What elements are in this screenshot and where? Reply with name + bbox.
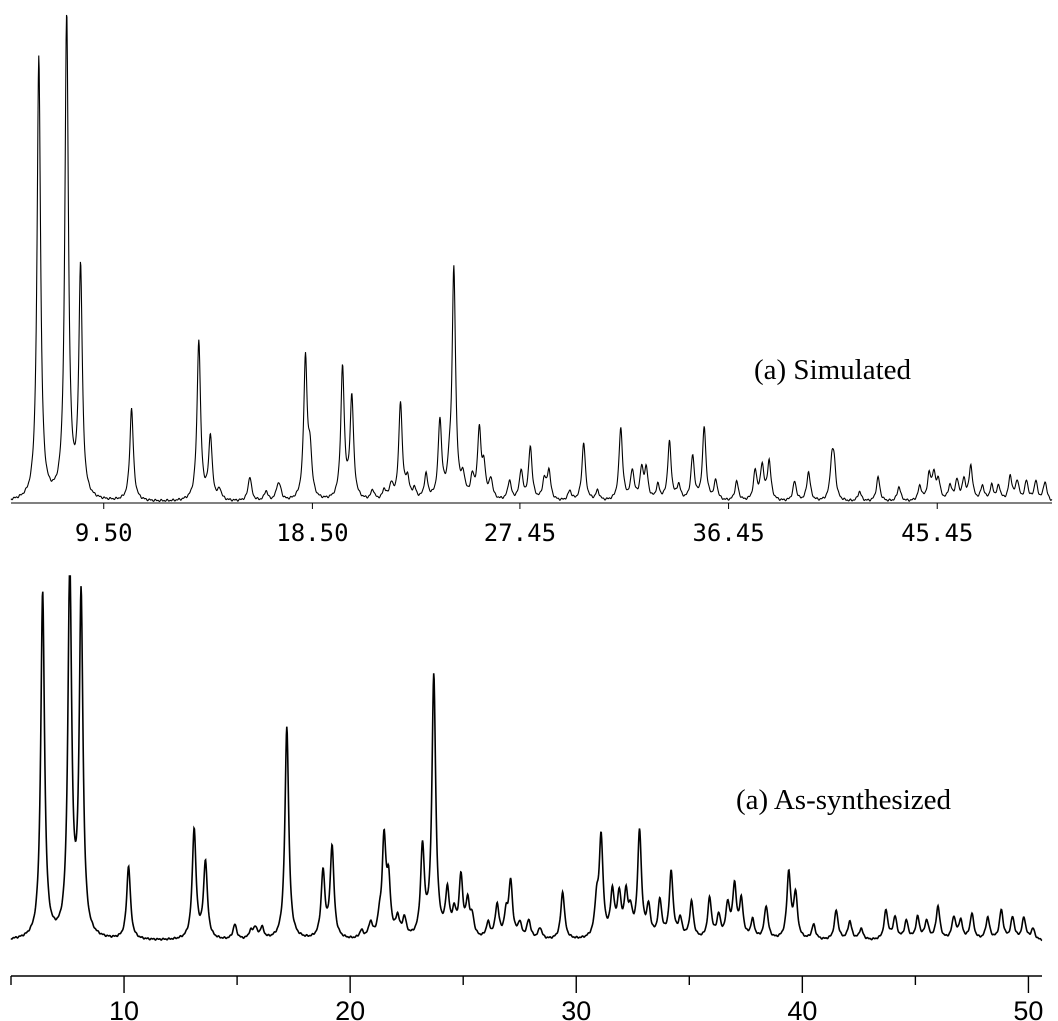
x-tick-label-top-4: 45.45 xyxy=(901,519,973,547)
simulated-x-ticks: 9.50 18.50 27.45 36.45 45.45 xyxy=(75,503,973,547)
as-synthesized-pattern-panel: 10 20 30 40 50 (a) As-synthesized xyxy=(10,575,1043,1021)
as-synthesized-pattern-trace xyxy=(10,575,1043,942)
x-tick-label-top-3: 36.45 xyxy=(692,519,764,547)
simulated-pattern-trace xyxy=(10,14,1053,503)
x-tick-label-bottom-0: 10 xyxy=(109,996,139,1021)
simulated-pattern-panel: 9.50 18.50 27.45 36.45 45.45 (a) Simulated xyxy=(10,14,1053,547)
x-tick-label-bottom-2: 30 xyxy=(561,996,591,1021)
simulated-annotation: (a) Simulated xyxy=(754,354,912,386)
x-tick-label-bottom-3: 40 xyxy=(787,996,817,1021)
x-tick-label-top-2: 27.45 xyxy=(484,519,556,547)
x-tick-label-bottom-4: 50 xyxy=(1013,996,1043,1021)
x-tick-label-bottom-1: 20 xyxy=(335,996,365,1021)
x-tick-label-top-0: 9.50 xyxy=(75,519,133,547)
as-synthesized-annotation: (a) As-synthesized xyxy=(736,784,952,816)
x-tick-label-top-1: 18.50 xyxy=(276,519,348,547)
as-synthesized-x-ticks: 10 20 30 40 50 xyxy=(10,976,1043,1021)
